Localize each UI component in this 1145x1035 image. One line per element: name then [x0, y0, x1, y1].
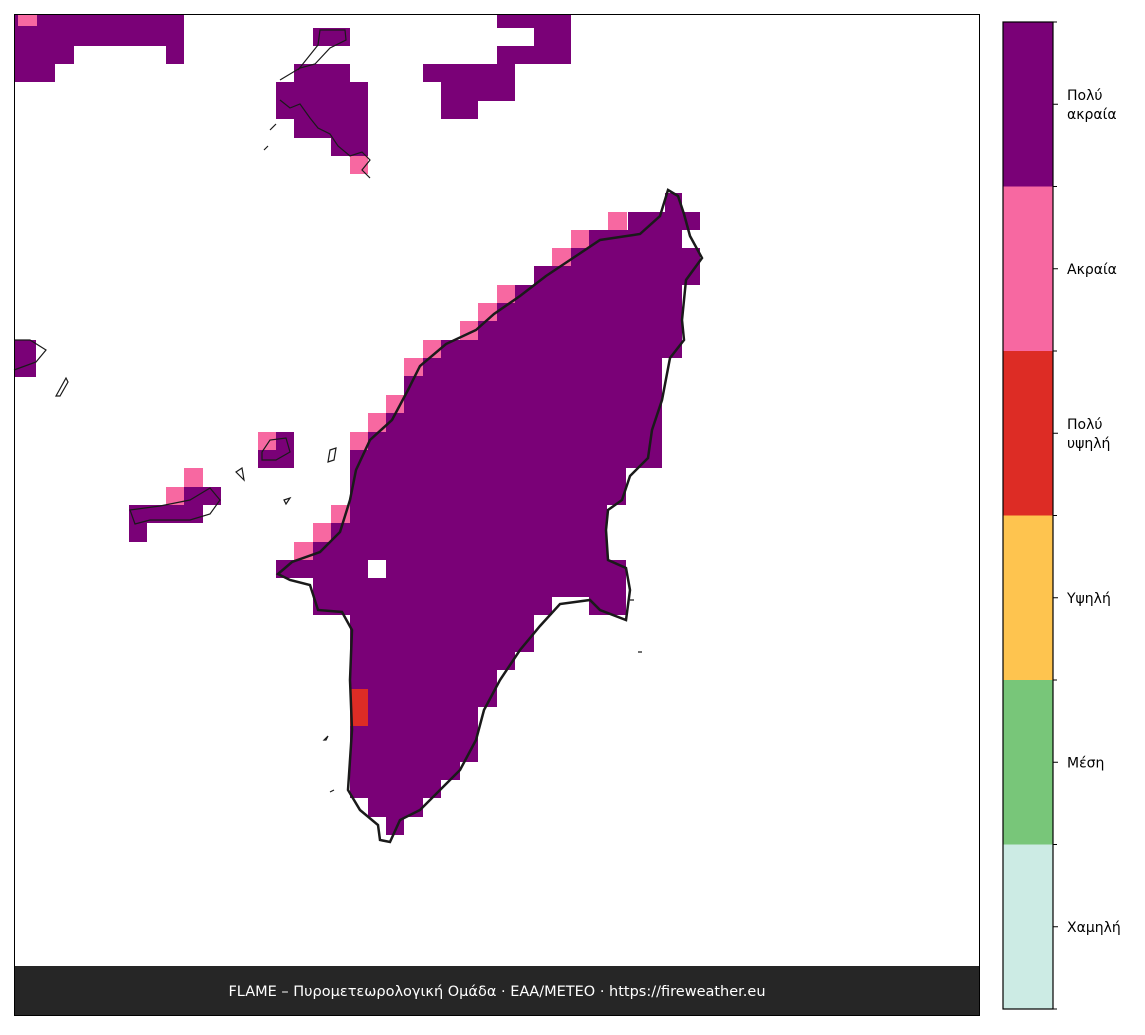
empty-cell — [368, 560, 386, 578]
legend-swatch — [1003, 515, 1053, 681]
extreme-cells — [18, 14, 627, 560]
legend-swatch — [1003, 351, 1053, 516]
very-extreme-cells — [14, 14, 700, 835]
map: FLAME – Πυρομετεωρολογική Ομάδα · ΕΑΑ/ME… — [13, 14, 980, 1016]
legend-label: Υψηλή — [1066, 591, 1111, 607]
legend-label: Ακραία — [1067, 262, 1117, 278]
legend-label: Μέση — [1067, 755, 1104, 771]
legend-label: υψηλή — [1067, 436, 1110, 452]
legend-label: Χαμηλή — [1067, 920, 1121, 936]
legend-label: Πολύ — [1067, 88, 1102, 104]
coastline — [13, 29, 704, 844]
colorbar: Πολύ ακραία Ακραία Πολύ υψηλή Υψηλή Μέση Χαμηλή — [1002, 21, 1121, 1010]
footer-band — [14, 966, 980, 1016]
legend-swatch — [1003, 22, 1053, 187]
footer-text: FLAME – Πυρομετεωρολογική Ομάδα · ΕΑΑ/ME… — [228, 984, 765, 1000]
legend-label: Πολύ — [1067, 417, 1102, 433]
legend-swatch — [1003, 844, 1053, 1010]
map-frame — [14, 14, 980, 1016]
legend-swatch — [1003, 680, 1053, 845]
legend-label: ακραία — [1067, 107, 1117, 123]
colorbar-frame — [1002, 21, 1054, 1010]
legend-swatch — [1003, 186, 1053, 352]
very-high-cell — [350, 689, 368, 726]
